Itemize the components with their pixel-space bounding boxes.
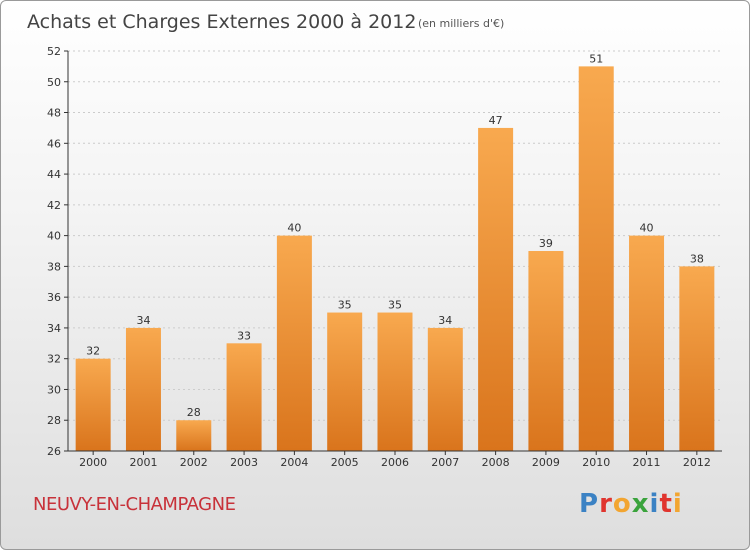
x-tick-label: 2000 [79,456,107,469]
x-tick-label: 2008 [482,456,510,469]
y-tick-label: 42 [47,199,61,212]
y-tick-label: 52 [47,45,61,58]
x-tick-label: 2006 [381,456,409,469]
y-tick-label: 28 [47,414,61,427]
y-tick-label: 50 [47,76,61,89]
x-tick-label: 2004 [280,456,308,469]
data-label: 28 [187,406,201,419]
y-tick-label: 38 [47,260,61,273]
bar [679,266,715,451]
x-tick-label: 2001 [129,456,157,469]
y-tick-label: 26 [47,445,61,458]
x-tick-label: 2007 [431,456,459,469]
y-tick-label: 46 [47,137,61,150]
data-label: 34 [136,314,150,327]
data-label: 34 [438,314,452,327]
bar [176,420,212,451]
bar [629,235,665,451]
x-tick-label: 2011 [633,456,661,469]
data-label: 35 [338,299,352,312]
bar [327,312,363,451]
bar [276,235,312,451]
bar [478,127,514,451]
y-tick-label: 34 [47,322,61,335]
y-tick-label: 32 [47,353,61,366]
x-tick-label: 2012 [683,456,711,469]
bar [226,343,262,451]
y-tick-label: 40 [47,230,61,243]
data-label: 38 [690,252,704,265]
data-label: 51 [589,52,603,65]
y-tick-label: 44 [47,168,61,181]
data-label: 47 [489,114,503,127]
proxiti-logo: Proxiti [579,489,683,519]
bar [75,358,111,451]
y-tick-label: 48 [47,107,61,120]
y-tick-label: 30 [47,383,61,396]
x-tick-label: 2002 [180,456,208,469]
data-label: 33 [237,329,251,342]
data-label: 35 [388,299,402,312]
data-label: 39 [539,237,553,250]
x-tick-label: 2005 [331,456,359,469]
data-label: 40 [640,222,654,235]
x-tick-label: 2009 [532,456,560,469]
x-tick-label: 2010 [582,456,610,469]
chart-title: Achats et Charges Externes 2000 à 2012 [27,11,416,33]
y-tick-label: 36 [47,291,61,304]
bar [528,251,564,451]
bar [377,312,413,451]
chart-subtitle: (en milliers d'€) [418,17,504,30]
commune-name: NEUVY-EN-CHAMPAGNE [33,494,236,515]
data-label: 40 [287,222,301,235]
bar [125,327,161,451]
bar [578,66,614,451]
bar [427,327,463,451]
data-label: 32 [86,345,100,358]
x-tick-label: 2003 [230,456,258,469]
